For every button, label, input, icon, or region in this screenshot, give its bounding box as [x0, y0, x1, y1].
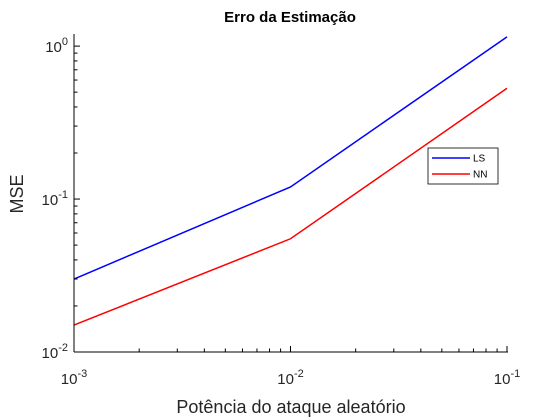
ticks-layer: 10-3 10-2 10-1 10-2 10-1 100: [42, 36, 521, 388]
x-axis-label: Potência do ataque aleatório: [176, 397, 405, 417]
y-tick-label: 10-1: [42, 189, 68, 209]
legend-label-nn: NN: [473, 170, 487, 181]
x-tick-label: 10-1: [494, 368, 520, 388]
y-tick-label: 10-2: [42, 342, 68, 362]
legend-label-ls: LS: [473, 154, 486, 165]
legend-box: [427, 147, 499, 185]
x-tick-label: 10-2: [277, 368, 303, 388]
y-axis-label: MSE: [7, 174, 27, 213]
series-line-ls: [73, 36, 508, 280]
x-tick-label: 10-3: [61, 368, 87, 388]
legend: LS NN: [427, 147, 499, 185]
series-layer: [73, 36, 508, 326]
chart-title: Erro da Estimação: [224, 9, 356, 26]
y-tick-label: 100: [45, 36, 68, 56]
series-line-nn: [73, 87, 508, 326]
